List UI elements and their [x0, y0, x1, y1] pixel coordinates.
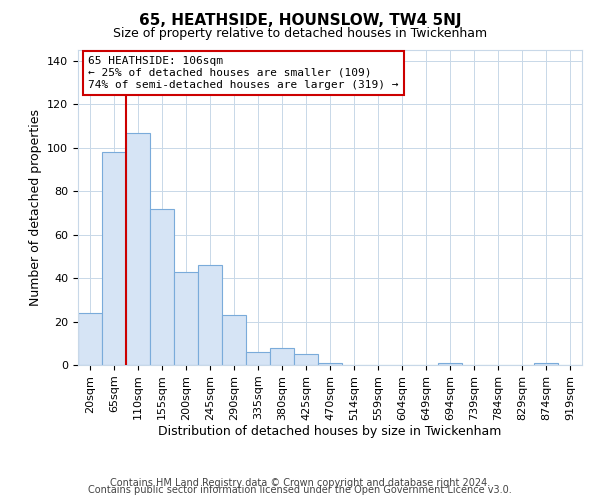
Bar	[534, 363, 558, 365]
Bar	[174, 272, 198, 365]
Bar	[246, 352, 270, 365]
Text: 65 HEATHSIDE: 106sqm
← 25% of detached houses are smaller (109)
74% of semi-deta: 65 HEATHSIDE: 106sqm ← 25% of detached h…	[88, 56, 398, 90]
Bar	[198, 265, 222, 365]
Bar	[294, 354, 318, 365]
Bar	[126, 132, 150, 365]
Bar	[78, 313, 102, 365]
Bar	[222, 315, 246, 365]
Y-axis label: Number of detached properties: Number of detached properties	[29, 109, 41, 306]
Bar	[150, 208, 174, 365]
Text: Size of property relative to detached houses in Twickenham: Size of property relative to detached ho…	[113, 28, 487, 40]
Text: Contains HM Land Registry data © Crown copyright and database right 2024.: Contains HM Land Registry data © Crown c…	[110, 478, 490, 488]
Bar	[318, 363, 342, 365]
Bar	[102, 152, 126, 365]
Text: Contains public sector information licensed under the Open Government Licence v3: Contains public sector information licen…	[88, 485, 512, 495]
Bar	[270, 348, 294, 365]
X-axis label: Distribution of detached houses by size in Twickenham: Distribution of detached houses by size …	[158, 426, 502, 438]
Bar	[438, 363, 462, 365]
Text: 65, HEATHSIDE, HOUNSLOW, TW4 5NJ: 65, HEATHSIDE, HOUNSLOW, TW4 5NJ	[139, 12, 461, 28]
